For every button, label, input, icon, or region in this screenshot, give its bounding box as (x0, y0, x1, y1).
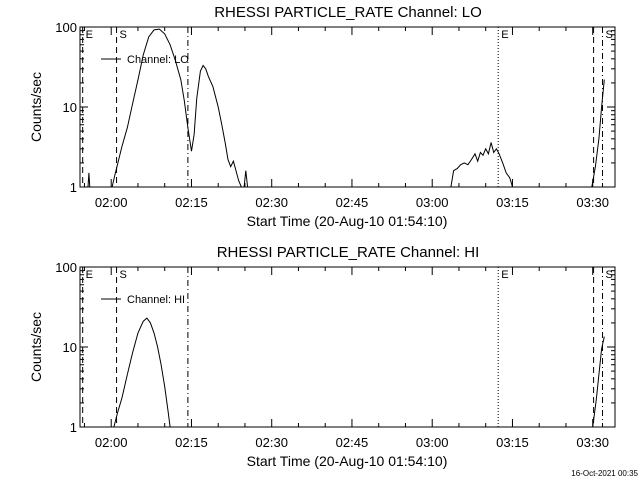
event-marker-label-hi: E (86, 269, 93, 281)
x-tick-label-lo: 02:30 (255, 195, 288, 210)
x-tick-label-lo: 02:45 (336, 195, 369, 210)
event-marker-label-lo: S (120, 29, 127, 41)
x-tick-label-hi: 02:45 (336, 435, 369, 450)
x-tick-label-hi: 02:30 (255, 435, 288, 450)
series-line-lo (111, 28, 242, 188)
chart-title-hi: RHESSI PARTICLE_RATE Channel: HI (217, 244, 480, 261)
event-marker-label-hi: E (501, 269, 508, 281)
series-line-lo (243, 170, 249, 188)
y-tick-label-lo: 100 (55, 20, 77, 35)
plot-frame-lo (79, 26, 616, 188)
x-tick-label-hi: 02:00 (95, 435, 128, 450)
x-tick-label-hi: 03:00 (416, 435, 449, 450)
xlabel-lo: Start Time (20-Aug-10 01:54:10) (247, 213, 448, 229)
x-tick-label-lo: 03:00 (416, 195, 449, 210)
y-tick-label-hi: 10 (63, 340, 77, 355)
xlabel-hi: Start Time (20-Aug-10 01:54:10) (247, 453, 448, 469)
x-tick-label-lo: 02:00 (95, 195, 128, 210)
x-tick-label-hi: 03:15 (496, 435, 529, 450)
footer-timestamp: 16-Oct-2021 00:35 (571, 469, 638, 478)
legend-label-hi: Channel: HI (127, 294, 185, 306)
series-line-lo (87, 172, 91, 188)
x-tick-label-lo: 03:30 (576, 195, 609, 210)
y-tick-label-lo: 10 (63, 100, 77, 115)
legend-label-lo: Channel: LO (127, 54, 189, 66)
series-line-hi (592, 336, 605, 428)
x-tick-label-lo: 03:15 (496, 195, 529, 210)
series-line-hi (113, 317, 171, 428)
series-line-lo (450, 142, 513, 188)
plot-frame-hi (79, 266, 616, 428)
ylabel-hi: Counts/sec (28, 312, 44, 382)
y-tick-label-hi: 100 (55, 260, 77, 275)
event-marker-label-hi: S (120, 269, 127, 281)
event-marker-label-lo: E (86, 29, 93, 41)
x-tick-label-lo: 02:15 (175, 195, 208, 210)
event-marker-label-lo: S (606, 29, 613, 41)
x-tick-label-hi: 02:15 (175, 435, 208, 450)
y-tick-label-hi: 1 (70, 420, 77, 435)
chart-title-lo: RHESSI PARTICLE_RATE Channel: LO (214, 4, 482, 21)
event-marker-label-lo: E (501, 29, 508, 41)
ylabel-lo: Counts/sec (28, 72, 44, 142)
event-marker-label-hi: S (606, 269, 613, 281)
x-tick-label-hi: 03:30 (576, 435, 609, 450)
series-line-lo (591, 79, 605, 188)
y-tick-label-lo: 1 (70, 180, 77, 195)
